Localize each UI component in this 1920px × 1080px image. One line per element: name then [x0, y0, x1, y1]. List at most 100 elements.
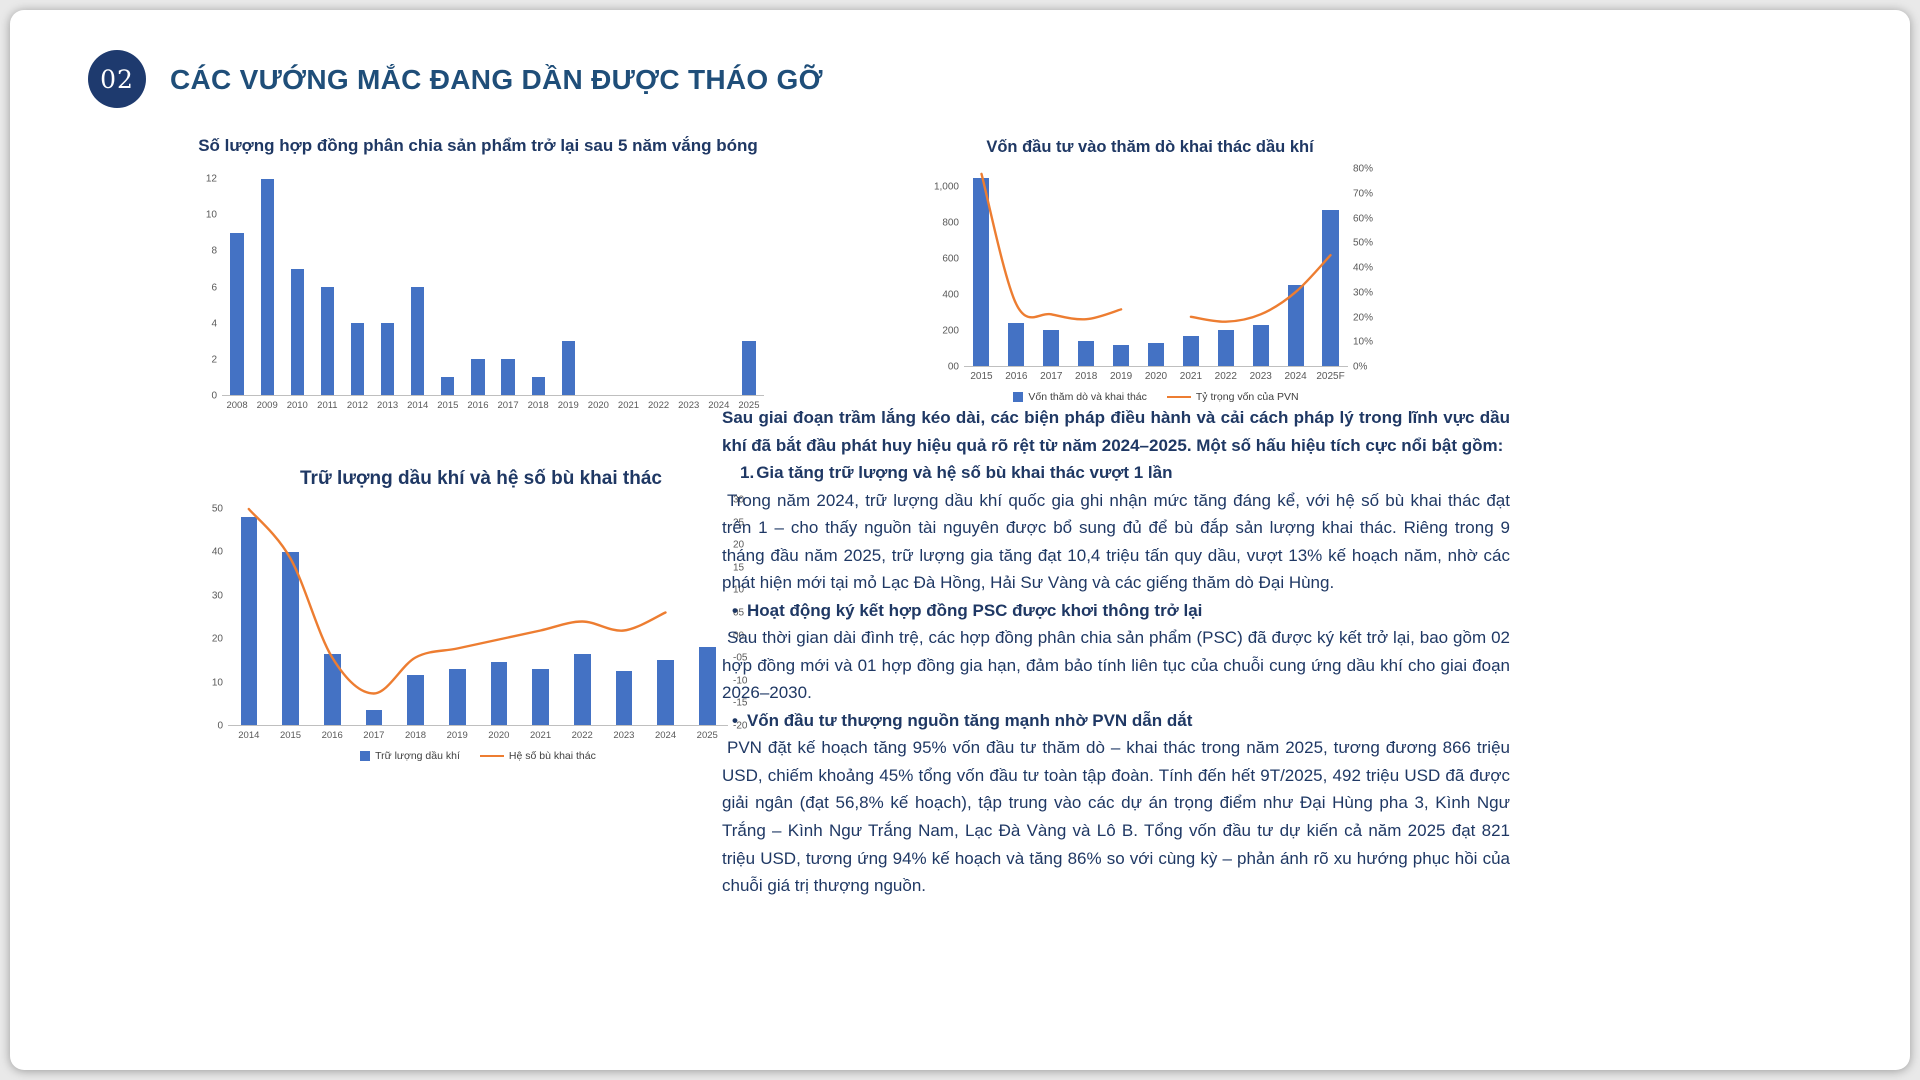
- bar-slot: [342, 170, 372, 395]
- bar-slot: [645, 500, 687, 725]
- legend-item: Hệ số bù khai thác: [479, 750, 596, 762]
- axis-tick-label: 50%: [1353, 237, 1374, 249]
- chart-area: 50 40 30 20 10 0 30 25 20 15 10 05 00 -05 -10 -15 -20: [192, 495, 770, 732]
- commentary-heading: • Vốn đầu tư thượng nguồn tăng mạnh nhờ P…: [722, 707, 1510, 735]
- bar-slot: [1173, 169, 1208, 366]
- bar: [471, 359, 485, 395]
- axis-tick-label: 70%: [1353, 188, 1374, 200]
- bar-slot: [999, 169, 1034, 366]
- axis-tick-label: 50: [211, 503, 223, 515]
- axis-tick-label: 30: [733, 494, 745, 506]
- bar-slot: [553, 170, 583, 395]
- axis-tick-label: 1,000: [933, 181, 959, 193]
- bar: [323, 653, 341, 725]
- bar-series: [964, 169, 1348, 366]
- x-tick-label: 2016: [321, 730, 343, 741]
- bar: [1043, 330, 1060, 366]
- heading-text: Hoạt động ký kết hợp đồng PSC được khơi …: [746, 600, 1203, 620]
- y-axis-right: 80% 70% 60% 50% 40% 30% 20% 10% 0%: [1348, 164, 1392, 373]
- chart-legend: Vốn thăm dò và khai thác Tỷ trọng vốn của…: [964, 391, 1348, 403]
- x-tick-label: 2022: [1214, 371, 1237, 382]
- bar: [973, 177, 990, 366]
- axis-tick-label: 10: [211, 677, 223, 689]
- bar-slot: [523, 170, 553, 395]
- legend-bar-swatch: [360, 751, 371, 761]
- axis-tick-label: 200: [942, 325, 959, 337]
- axis-tick-label: 10: [733, 584, 745, 596]
- bar-slot: [222, 170, 252, 395]
- x-tick-label: 2022: [571, 730, 593, 741]
- axis-tick-label: 30%: [1353, 287, 1374, 299]
- legend-label: Vốn thăm dò và khai thác: [1028, 391, 1147, 403]
- bar-slot: [964, 169, 999, 366]
- legend-item: Trữ lượng dầu khí: [360, 750, 460, 762]
- bar: [230, 233, 244, 395]
- bar: [1078, 340, 1095, 366]
- axis-tick-label: 2: [211, 354, 217, 366]
- bar: [350, 323, 365, 395]
- heading-text: Gia tăng trữ lượng và hệ số bù khai thác…: [756, 463, 1173, 483]
- axis-tick-label: 20: [733, 539, 745, 551]
- commentary-paragraph: PVN đặt kế hoạch tăng 95% vốn đầu tư thă…: [722, 738, 1510, 896]
- x-axis-labels: 2014 2015 2016 2017 2018 2019 2020 2021 2022 2023…: [228, 726, 728, 741]
- bar: [380, 323, 395, 395]
- commentary-item: • Hoạt động ký kết hợp đồng PSC được khơi…: [722, 597, 1510, 707]
- bar-slot: [520, 500, 562, 725]
- bar-slot: [311, 500, 353, 725]
- bar: [240, 517, 258, 725]
- x-tick-label: 2021: [1179, 371, 1203, 382]
- x-tick-label: 2018: [1075, 371, 1098, 382]
- legend-label: Tỷ trọng vốn của PVN: [1195, 391, 1299, 403]
- list-marker: •: [732, 710, 738, 730]
- x-tick-label: 2024: [654, 730, 677, 741]
- axis-tick-label: 0: [211, 390, 217, 402]
- bar: [501, 359, 515, 395]
- chart-title: Trữ lượng dầu khí và hệ số bù khai thác: [300, 468, 662, 489]
- bar-series: [228, 500, 728, 725]
- bar-slot: [353, 500, 395, 725]
- x-tick-label: 2020: [587, 400, 609, 411]
- chart-title: Vốn đầu tư vào thăm dò khai thác dầu khí: [986, 138, 1314, 156]
- bar: [490, 662, 508, 725]
- bar-slot: [228, 500, 270, 725]
- x-tick-label: 2017: [1040, 371, 1063, 382]
- axis-tick-label: 60%: [1353, 213, 1374, 224]
- y-axis-right: 30 25 20 15 10 05 00 -05 -10 -15 -20: [728, 495, 770, 732]
- x-tick-label: 2011: [317, 400, 338, 411]
- bar: [657, 660, 674, 725]
- bar-slot: [270, 500, 312, 725]
- x-tick-label: 2017: [497, 400, 519, 411]
- list-marker: 1.: [740, 463, 755, 483]
- x-tick-label: 2012: [346, 400, 369, 411]
- chart-title: Số lượng hợp đồng phân chia sản phẩm trở…: [198, 136, 758, 155]
- axis-tick-label: 4: [211, 318, 217, 330]
- bar: [573, 653, 591, 725]
- axis-tick-label: 00: [947, 361, 959, 373]
- bar-slot: [734, 170, 764, 395]
- x-tick-label: 2019: [446, 730, 468, 741]
- bar-slot: [493, 170, 523, 395]
- bar: [365, 709, 383, 725]
- slide-card: 02 CÁC VƯỚNG MẮC ĐANG DẦN ĐƯỢC THÁO GỠ S…: [10, 10, 1910, 1070]
- axis-tick-label: -05: [733, 652, 748, 664]
- bar: [532, 668, 549, 725]
- bar: [260, 179, 274, 395]
- bar: [411, 287, 425, 395]
- bar: [1008, 323, 1025, 366]
- commentary: Sau giai đoạn trầm lắng kéo dài, các biệ…: [722, 404, 1510, 900]
- legend-item: Tỷ trọng vốn của PVN: [1166, 391, 1299, 403]
- bar-series: [222, 170, 764, 395]
- bar: [615, 670, 633, 725]
- commentary-paragraph: Trong năm 2024, trữ lượng dầu khí quốc g…: [722, 490, 1510, 593]
- axis-tick-label: 12: [205, 173, 217, 185]
- bar-slot: [252, 170, 282, 395]
- x-tick-label: 2017: [363, 730, 385, 741]
- axis-tick-label: 40%: [1353, 262, 1374, 274]
- commentary-intro: Sau giai đoạn trầm lắng kéo dài, các biệ…: [722, 408, 1510, 455]
- heading-text: Vốn đầu tư thượng nguồn tăng mạnh nhờ PV…: [746, 710, 1193, 730]
- x-tick-label: 2018: [404, 730, 427, 741]
- bar-slot: [603, 500, 645, 725]
- x-tick-label: 2015: [279, 730, 302, 741]
- bar-slot: [686, 500, 728, 725]
- line-overlay: [980, 172, 1332, 323]
